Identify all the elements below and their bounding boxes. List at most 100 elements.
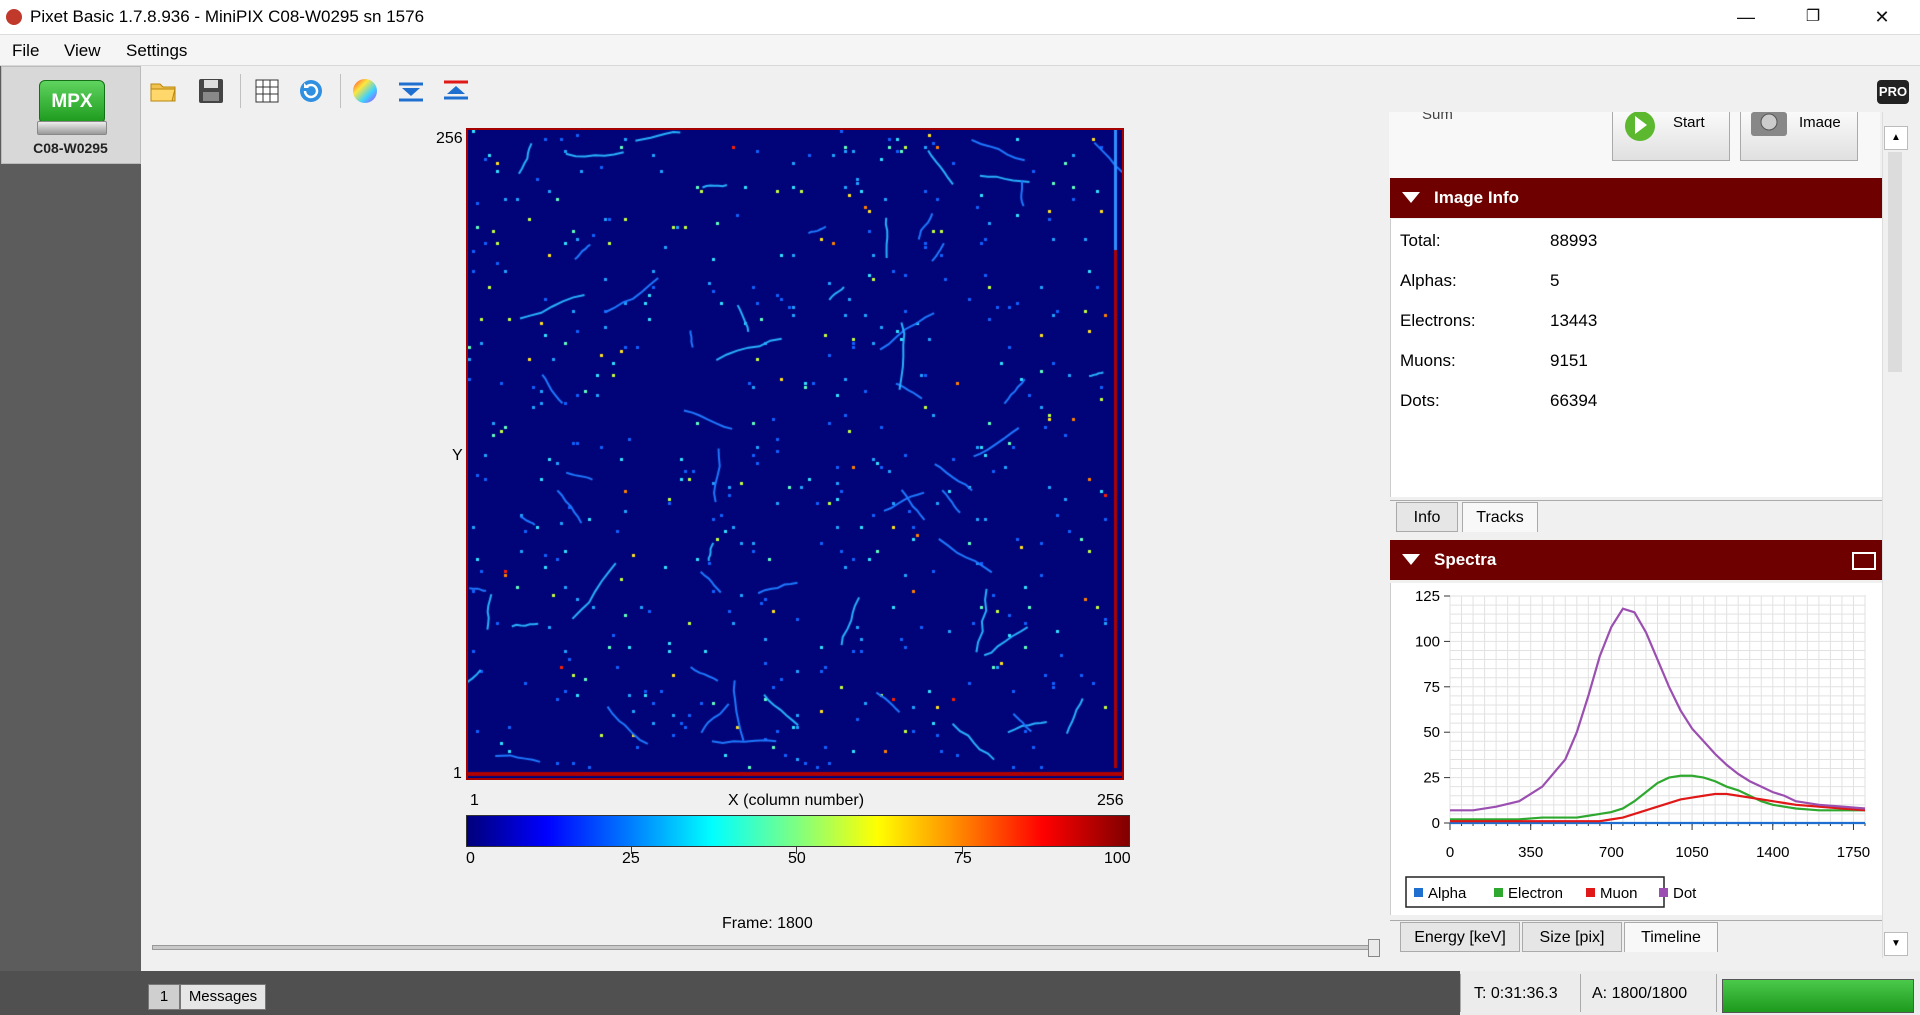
camera-icon <box>1751 112 1787 136</box>
legend-swatch-electron <box>1494 888 1503 897</box>
minipix-device-icon: MPX <box>39 80 105 124</box>
info-value: 66394 <box>1550 391 1598 410</box>
device-base-icon <box>37 121 107 135</box>
close-button[interactable]: ✕ <box>1874 7 1890 27</box>
series-line-electron <box>1450 774 1865 821</box>
toolbar <box>141 66 1920 112</box>
legend-label-electron: Electron <box>1508 885 1563 902</box>
maximize-spectra-icon[interactable] <box>1852 552 1876 570</box>
title-bar <box>0 0 1920 35</box>
image-info-title: Image Info <box>1434 188 1520 207</box>
acquisition-count: A: 1800/1800 <box>1592 985 1688 1002</box>
maximize-button[interactable]: ❐ <box>1805 8 1821 25</box>
sum-checkbox[interactable]: Sum <box>1422 112 1453 128</box>
info-value: 13443 <box>1550 311 1598 330</box>
scale-max-icon[interactable] <box>441 76 471 106</box>
image-info-header[interactable]: Image Info <box>1390 178 1883 218</box>
x-tick-label: 0 <box>1446 844 1454 861</box>
play-icon <box>1625 112 1655 141</box>
y-axis-max: 256 <box>436 130 463 147</box>
colorbar-tick <box>631 846 632 854</box>
color-scale-bar[interactable] <box>466 815 1130 847</box>
toolbar-separator <box>340 74 341 108</box>
minimize-button[interactable]: — <box>1737 7 1755 27</box>
save-icon[interactable] <box>196 76 226 106</box>
y-tick-label: 0 <box>1432 815 1440 832</box>
info-value: 5 <box>1550 271 1560 290</box>
scroll-up-icon[interactable]: ▲ <box>1884 126 1908 150</box>
x-tick-label: 1400 <box>1756 844 1789 861</box>
info-key: Alphas: <box>1400 271 1457 290</box>
refresh-icon[interactable] <box>296 76 326 106</box>
start-label: Start <box>1673 114 1705 128</box>
window-title: Pixet Basic 1.7.8.936 - MiniPIX C08-W029… <box>30 7 425 26</box>
tab-energy[interactable]: Energy [keV] <box>1400 922 1520 952</box>
open-folder-icon[interactable] <box>148 76 178 106</box>
status-separator <box>1460 974 1461 1012</box>
scroll-down-icon[interactable]: ▼ <box>1884 932 1908 956</box>
collapse-triangle-icon <box>1402 554 1420 565</box>
x-axis-label: X (column number) <box>728 792 865 809</box>
device-name: C08-W0295 <box>33 140 108 156</box>
menu-file[interactable]: File <box>12 41 40 60</box>
messages-button[interactable]: Messages <box>180 984 266 1010</box>
menu-bar <box>0 35 1920 66</box>
colorbar-label: 25 <box>622 850 640 867</box>
x-axis-max: 256 <box>1097 792 1124 809</box>
spectra-header[interactable]: Spectra <box>1390 540 1883 580</box>
x-tick-label: 1750 <box>1837 844 1870 861</box>
tab-timeline[interactable]: Timeline <box>1624 922 1718 952</box>
y-tick-label: 75 <box>1423 679 1440 696</box>
x-tick-label: 700 <box>1599 844 1624 861</box>
scroll-thumb[interactable] <box>1888 152 1902 372</box>
info-key: Muons: <box>1400 351 1456 370</box>
menu-view[interactable]: View <box>64 41 101 60</box>
grid-icon[interactable] <box>252 76 282 106</box>
info-key: Total: <box>1400 231 1441 250</box>
sum-label: Sum <box>1422 112 1453 123</box>
detector-image[interactable] <box>466 128 1124 780</box>
colorbar-tick <box>796 846 797 854</box>
app-icon <box>6 9 22 25</box>
x-tick-label: 350 <box>1518 844 1543 861</box>
tab-divider <box>1390 500 1883 501</box>
image-button[interactable]: Image <box>1740 112 1858 161</box>
x-tick-label: 1050 <box>1675 844 1708 861</box>
messages-count: 1 <box>148 984 180 1010</box>
y-axis-label: Y <box>452 447 463 464</box>
tab-tracks[interactable]: Tracks <box>1462 502 1538 532</box>
menu-settings[interactable]: Settings <box>126 41 188 60</box>
frame-slider-thumb[interactable] <box>1368 939 1380 957</box>
y-tick-label: 50 <box>1423 724 1440 741</box>
legend-swatch-dot <box>1659 888 1668 897</box>
start-button[interactable]: Start <box>1612 112 1730 161</box>
tab-divider <box>1390 920 1883 921</box>
x-axis-min: 1 <box>470 792 479 809</box>
info-value: 88993 <box>1550 231 1598 250</box>
frame-slider[interactable] <box>152 945 1376 950</box>
colorbar-label: 50 <box>788 850 806 867</box>
image-info-body <box>1390 219 1883 497</box>
spectra-chart[interactable]: 125 100 75 50 25 00 350 700 1050 1400 1750 Alpha Ele… <box>1390 583 1883 915</box>
acquisition-progress-bar <box>1722 979 1914 1013</box>
legend-label-dot: Dot <box>1673 885 1697 902</box>
info-key: Dots: <box>1400 391 1440 410</box>
tab-size[interactable]: Size [pix] <box>1522 922 1622 952</box>
pro-badge[interactable]: PRO <box>1877 80 1909 104</box>
y-axis-min: 1 <box>453 765 462 782</box>
color-palette-icon[interactable] <box>350 76 380 106</box>
scale-min-icon[interactable] <box>396 76 426 106</box>
tab-info[interactable]: Info <box>1396 502 1458 532</box>
collapse-triangle-icon <box>1402 192 1420 203</box>
series-line-dot <box>1450 607 1866 812</box>
image-label: Image <box>1799 114 1841 128</box>
colorbar-label: 0 <box>466 850 475 867</box>
y-tick-label: 100 <box>1415 633 1440 650</box>
info-key: Electrons: <box>1400 311 1476 330</box>
device-panel <box>0 66 141 971</box>
legend-label-alpha: Alpha <box>1428 885 1467 902</box>
series-line-muon <box>1450 792 1866 823</box>
status-separator <box>1580 974 1581 1012</box>
legend-swatch-alpha <box>1414 888 1423 897</box>
colorbar-tick <box>962 846 963 854</box>
